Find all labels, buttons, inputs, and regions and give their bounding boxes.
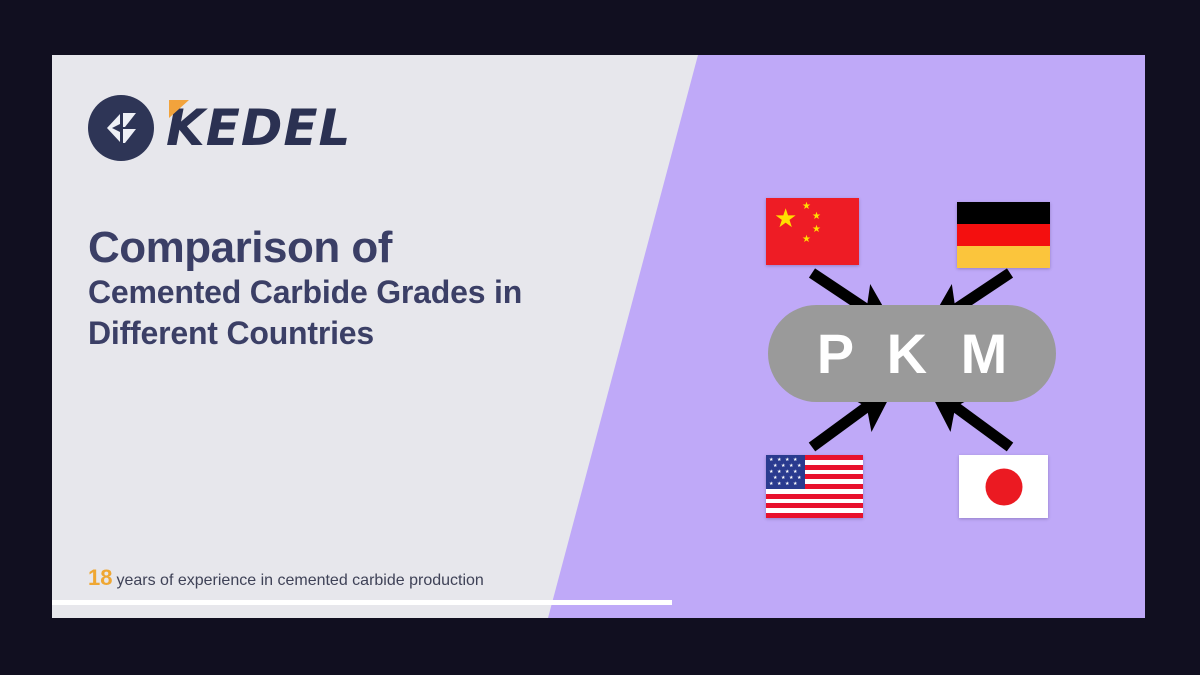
- page-title: Comparison of Cemented Carbide Grades in…: [88, 223, 522, 354]
- brand-wordmark-text: KEDEL: [166, 99, 352, 157]
- brand-wordmark: KEDEL: [166, 100, 351, 153]
- footer-divider: [52, 600, 672, 605]
- accent-panel: [548, 55, 1145, 618]
- title-line-2: Cemented Carbide Grades in: [88, 274, 523, 311]
- title-line-1: Comparison of: [88, 223, 392, 272]
- logo-accent-shape: [169, 100, 189, 118]
- brand-logo[interactable]: KEDEL: [88, 95, 351, 161]
- experience-tagline: 18 years of experience in cemented carbi…: [88, 565, 484, 591]
- content-card: KEDEL Comparison of Cemented Carbide Gra…: [52, 55, 1145, 618]
- title-line-3: Different Countries: [88, 315, 374, 352]
- experience-years: 18: [88, 565, 113, 590]
- kedel-arrow-mark-icon: [88, 95, 154, 161]
- experience-text: years of experience in cemented carbide …: [116, 572, 484, 589]
